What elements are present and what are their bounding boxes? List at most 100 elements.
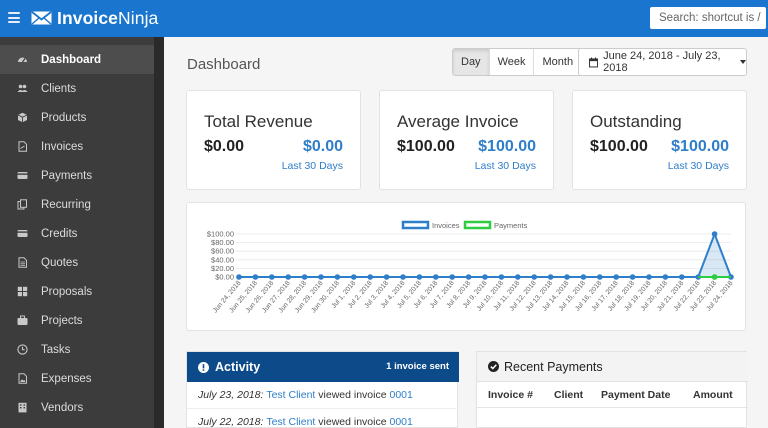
data-point-invoices bbox=[301, 274, 308, 280]
menu-toggle-icon[interactable] bbox=[8, 12, 20, 23]
activity-invoice-link[interactable]: 0001 bbox=[389, 389, 413, 401]
sidebar-item-quotes[interactable]: Quotes bbox=[0, 248, 154, 277]
data-point-invoices bbox=[351, 274, 357, 280]
data-point-invoices bbox=[679, 274, 685, 280]
brand-bold: Invoice bbox=[57, 7, 119, 28]
file-pdf-icon bbox=[17, 141, 28, 152]
data-point-invoices bbox=[252, 274, 259, 280]
credit-card-icon bbox=[17, 228, 28, 239]
data-point-invoices bbox=[236, 274, 242, 280]
range-week-button[interactable]: Week bbox=[488, 49, 534, 75]
range-day-button[interactable]: Day bbox=[453, 49, 489, 75]
sidebar-item-label: Projects bbox=[41, 314, 83, 327]
card-value: $100.00 bbox=[397, 138, 455, 155]
sidebar-item-projects[interactable]: Projects bbox=[0, 306, 154, 335]
data-point-invoices bbox=[564, 274, 570, 280]
column-header-invoice[interactable]: Invoice # bbox=[488, 389, 533, 401]
sidebar-item-clients[interactable]: Clients bbox=[0, 74, 154, 103]
sidebar-item-invoices[interactable]: Invoices bbox=[0, 132, 154, 161]
search-input[interactable] bbox=[650, 7, 766, 29]
file-image-icon bbox=[17, 373, 28, 384]
data-point-invoices bbox=[597, 274, 603, 280]
data-point-invoices bbox=[629, 274, 636, 280]
sidebar-item-tasks[interactable]: Tasks bbox=[0, 335, 154, 364]
data-point-invoices bbox=[416, 274, 423, 280]
y-tick-label: $40.00 bbox=[211, 255, 234, 264]
sidebar-item-recurring[interactable]: Recurring bbox=[0, 190, 154, 219]
card-period: Last 30 Days bbox=[667, 160, 729, 172]
column-header-amount[interactable]: Amount bbox=[693, 389, 733, 401]
th-large-icon bbox=[17, 286, 28, 297]
clock-icon bbox=[17, 344, 28, 355]
activity-count: 1 invoice sent bbox=[386, 361, 449, 372]
data-point-invoices bbox=[285, 274, 291, 280]
sidebar-item-label: Clients bbox=[41, 82, 77, 95]
outstanding-card: Outstanding $100.00 $100.00 Last 30 Days bbox=[572, 90, 747, 190]
data-point-payments bbox=[711, 274, 718, 280]
data-point-invoices bbox=[400, 274, 406, 280]
y-tick-label: $60.00 bbox=[211, 247, 234, 256]
legend-swatch bbox=[401, 220, 430, 230]
data-point-invoices bbox=[482, 274, 488, 280]
sidebar-item-payments[interactable]: Payments bbox=[0, 161, 154, 190]
envelope-logo-icon bbox=[31, 11, 52, 25]
column-header-payment-date[interactable]: Payment Date bbox=[601, 389, 671, 401]
building-icon bbox=[17, 402, 28, 413]
activity-header: Activity 1 invoice sent bbox=[187, 352, 459, 382]
sidebar-item-products[interactable]: Products bbox=[0, 103, 154, 132]
top-navbar: InvoiceNinja bbox=[0, 0, 768, 37]
credit-card-icon bbox=[17, 170, 28, 181]
card-period: Last 30 Days bbox=[281, 160, 343, 172]
sidebar-item-credits[interactable]: Credits bbox=[0, 219, 154, 248]
briefcase-icon bbox=[17, 315, 28, 326]
range-month-button[interactable]: Month bbox=[533, 49, 582, 75]
caret-down-icon bbox=[740, 60, 746, 64]
data-point-invoices bbox=[433, 274, 439, 280]
card-alt-value: $100.00 bbox=[478, 138, 536, 155]
data-point-invoices bbox=[547, 274, 554, 280]
activity-client-link[interactable]: Test Client bbox=[266, 389, 316, 401]
cube-icon bbox=[17, 112, 28, 123]
app-logo[interactable]: InvoiceNinja bbox=[31, 8, 158, 28]
data-point-invoices bbox=[580, 274, 587, 280]
y-tick-label: $20.00 bbox=[211, 264, 234, 273]
legend-swatch bbox=[463, 220, 492, 230]
recent-payments-header: Recent Payments bbox=[477, 352, 748, 382]
data-point-invoices bbox=[269, 274, 275, 280]
file-text-icon bbox=[17, 257, 28, 268]
legend-label: Invoices bbox=[432, 221, 460, 230]
sidebar-item-label: Proposals bbox=[41, 285, 93, 298]
activity-action: viewed invoice bbox=[318, 389, 387, 401]
total-revenue-card: Total Revenue $0.00 $0.00 Last 30 Days bbox=[186, 90, 361, 190]
data-point-invoices bbox=[531, 274, 537, 280]
sidebar-item-label: Tasks bbox=[41, 343, 71, 356]
users-icon bbox=[17, 83, 28, 94]
files-icon bbox=[17, 199, 28, 210]
activity-client-link[interactable]: Test Client bbox=[266, 415, 316, 428]
y-tick-label: $0.00 bbox=[215, 273, 234, 282]
search-box[interactable] bbox=[650, 7, 766, 29]
sidebar-item-label: Credits bbox=[41, 227, 78, 240]
card-value: $100.00 bbox=[590, 138, 648, 155]
data-point-invoices bbox=[498, 274, 505, 280]
y-tick-label: $80.00 bbox=[211, 238, 234, 247]
activity-invoice-link[interactable]: 0001 bbox=[389, 415, 413, 428]
card-title: Average Invoice bbox=[397, 112, 519, 131]
invoices-area bbox=[239, 234, 731, 277]
sidebar-item-dashboard[interactable]: Dashboard bbox=[0, 45, 154, 74]
data-point-invoices bbox=[711, 231, 718, 237]
sidebar-item-vendors[interactable]: Vendors bbox=[0, 393, 154, 422]
sidebar-item-expenses[interactable]: Expenses bbox=[0, 364, 154, 393]
range-toggle-group: Day Week Month bbox=[452, 48, 583, 76]
date-range-picker[interactable]: June 24, 2018 - July 23, 2018 bbox=[578, 48, 747, 76]
sidebar-item-label: Expenses bbox=[41, 372, 92, 385]
sidebar-item-label: Recurring bbox=[41, 198, 91, 211]
check-circle-icon bbox=[488, 361, 499, 372]
card-alt-value: $0.00 bbox=[302, 138, 343, 155]
column-header-client[interactable]: Client bbox=[554, 389, 584, 401]
activity-date: July 23, 2018: bbox=[198, 389, 264, 401]
card-alt-value: $100.00 bbox=[671, 138, 729, 155]
sidebar-item-label: Products bbox=[41, 111, 87, 124]
data-point-invoices bbox=[367, 274, 373, 280]
sidebar-item-proposals[interactable]: Proposals bbox=[0, 277, 154, 306]
